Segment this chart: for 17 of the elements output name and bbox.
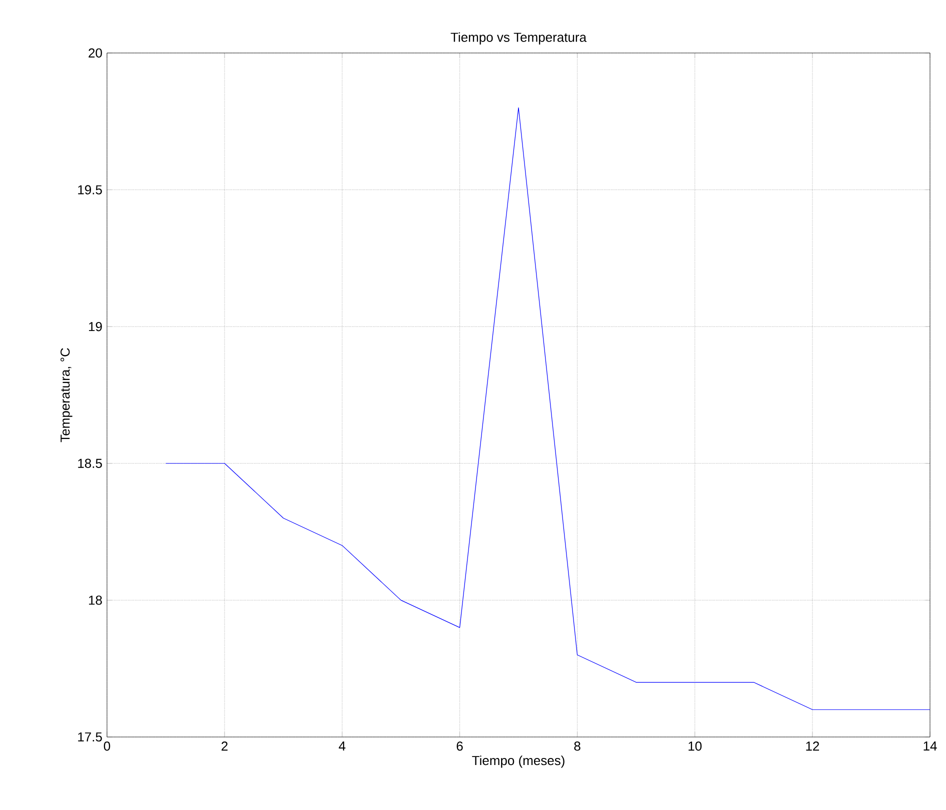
chart-title: Tiempo vs Temperatura bbox=[450, 32, 587, 44]
x-tick-label: 10 bbox=[688, 742, 702, 751]
y-tick-label: 18.5 bbox=[78, 458, 102, 468]
x-tick-label: 8 bbox=[574, 742, 580, 751]
x-tick-label: 12 bbox=[806, 742, 819, 751]
y-tick-label: 17.5 bbox=[78, 732, 102, 742]
y-axis-title: Temperatura, °C bbox=[60, 348, 72, 442]
x-tick-label: 14 bbox=[924, 742, 937, 750]
x-tick-label: 0 bbox=[104, 742, 110, 751]
x-axis-title: Tiempo (meses) bbox=[472, 756, 564, 768]
y-tick-label: 18 bbox=[89, 596, 102, 605]
x-tick-label: 2 bbox=[222, 742, 228, 751]
x-tick-label: 4 bbox=[338, 742, 346, 750]
y-tick-label: 19 bbox=[89, 322, 102, 332]
x-tick-label: 6 bbox=[456, 742, 463, 751]
y-tick-label: 20 bbox=[88, 48, 102, 58]
y-tick-label: 19.5 bbox=[78, 185, 102, 194]
